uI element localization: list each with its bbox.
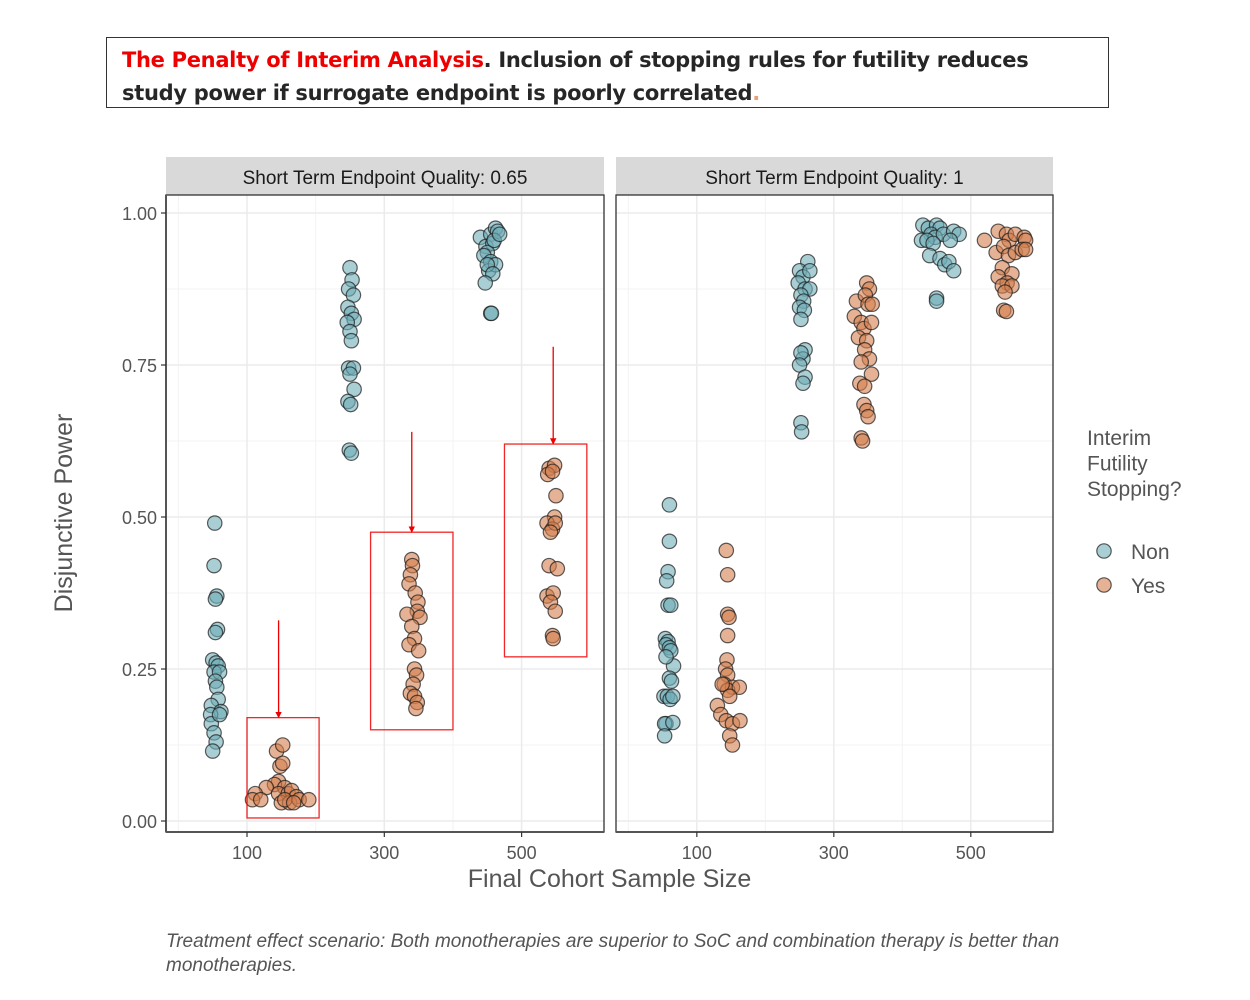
data-point-yes bbox=[863, 314, 880, 331]
data-point-yes bbox=[547, 603, 564, 620]
data-point-non bbox=[346, 381, 362, 398]
data-point-non bbox=[928, 293, 945, 309]
data-point-non bbox=[658, 573, 675, 589]
data-point-non bbox=[658, 649, 674, 665]
x-axis-title: Final Cohort Sample Size bbox=[468, 865, 751, 893]
data-point-yes bbox=[548, 487, 564, 504]
data-point-non bbox=[661, 533, 678, 550]
data-point-yes bbox=[408, 700, 424, 717]
x-tick-label: 100 bbox=[232, 843, 262, 863]
data-point-yes bbox=[300, 791, 317, 808]
data-point-non bbox=[945, 262, 962, 279]
highlight-box bbox=[503, 443, 588, 658]
data-point-non bbox=[477, 275, 494, 291]
highlight-box bbox=[246, 716, 320, 819]
legend-label: Non bbox=[1131, 541, 1170, 564]
legend-label: Yes bbox=[1131, 575, 1165, 598]
y-tick-label: 0.75 bbox=[122, 356, 157, 376]
caption: Treatment effect scenario: Both monother… bbox=[166, 931, 1060, 976]
data-point-non bbox=[483, 305, 500, 322]
data-point-non bbox=[662, 597, 679, 613]
data-point-yes bbox=[274, 737, 291, 753]
facet-strip bbox=[616, 157, 1053, 195]
data-point-non bbox=[665, 714, 681, 731]
data-point-yes bbox=[542, 524, 559, 540]
data-point-non bbox=[942, 232, 959, 249]
data-point-yes bbox=[544, 463, 561, 480]
legend-title: Interim bbox=[1087, 427, 1151, 450]
data-point-yes bbox=[860, 408, 876, 425]
facet-strip-label: Short Term Endpoint Quality: 0.65 bbox=[243, 168, 528, 189]
data-point-yes bbox=[998, 303, 1015, 320]
y-axis-title: Disjunctive Power bbox=[50, 414, 78, 613]
data-point-non bbox=[491, 226, 508, 243]
data-point-yes bbox=[719, 627, 736, 644]
data-point-yes bbox=[274, 755, 291, 772]
x-tick-label: 300 bbox=[819, 843, 849, 863]
title-end-dot: . bbox=[752, 81, 760, 105]
data-point-yes bbox=[856, 378, 873, 395]
x-tick-label: 100 bbox=[682, 843, 712, 863]
data-point-yes bbox=[252, 791, 269, 808]
data-point-non bbox=[795, 375, 811, 392]
data-point-yes bbox=[718, 542, 735, 559]
y-tick-label: 0.50 bbox=[122, 508, 157, 528]
data-point-yes bbox=[976, 232, 993, 249]
legend-key-yes bbox=[1096, 577, 1112, 593]
title-rest: . Inclusion of stopping rules for futili… bbox=[122, 48, 1029, 105]
data-point-yes bbox=[285, 794, 302, 811]
data-point-non bbox=[342, 396, 359, 413]
y-tick-label: 1.00 bbox=[122, 204, 157, 224]
data-point-non bbox=[207, 591, 224, 607]
facet-strip-label: Short Term Endpoint Quality: 1 bbox=[705, 168, 963, 189]
data-point-yes bbox=[1017, 241, 1034, 258]
data-point-yes bbox=[863, 366, 880, 382]
data-point-non bbox=[665, 688, 681, 705]
data-point-non bbox=[343, 445, 360, 461]
data-point-non bbox=[663, 673, 680, 689]
data-point-yes bbox=[719, 566, 736, 583]
data-point-non bbox=[211, 706, 228, 723]
data-point-yes bbox=[853, 354, 870, 370]
legend-title: Stopping? bbox=[1087, 478, 1182, 501]
data-point-non bbox=[342, 366, 358, 382]
data-point-yes bbox=[721, 688, 738, 705]
data-point-yes bbox=[410, 642, 427, 659]
data-point-yes bbox=[549, 560, 566, 577]
data-point-non bbox=[793, 311, 809, 328]
data-point-yes bbox=[721, 609, 737, 626]
data-point-non bbox=[802, 262, 818, 279]
data-point-non bbox=[661, 497, 678, 513]
data-point-non bbox=[204, 743, 221, 759]
y-tick-label: 0.00 bbox=[122, 812, 157, 832]
data-point-non bbox=[206, 515, 223, 531]
title-highlight: The Penalty of Interim Analysis bbox=[122, 48, 484, 72]
y-tick-label: 0.25 bbox=[122, 660, 157, 680]
data-point-non bbox=[793, 424, 810, 440]
data-point-yes bbox=[732, 712, 748, 729]
legend-title: Futility bbox=[1087, 453, 1148, 476]
x-tick-label: 500 bbox=[507, 843, 537, 863]
legend-key-non bbox=[1096, 543, 1112, 559]
data-point-yes bbox=[731, 679, 748, 696]
data-point-yes bbox=[997, 284, 1013, 300]
data-point-non bbox=[206, 557, 222, 574]
data-point-yes bbox=[545, 630, 561, 647]
data-point-yes bbox=[714, 676, 730, 692]
data-point-yes bbox=[724, 737, 741, 753]
data-point-yes bbox=[864, 296, 880, 312]
facet-strip bbox=[166, 157, 604, 195]
x-tick-label: 300 bbox=[369, 843, 399, 863]
title-box: The Penalty of Interim Analysis. Inclusi… bbox=[106, 37, 1109, 108]
data-point-non bbox=[656, 728, 673, 744]
x-tick-label: 500 bbox=[956, 843, 986, 863]
data-point-yes bbox=[854, 433, 871, 449]
data-point-non bbox=[207, 624, 224, 641]
data-point-non bbox=[343, 332, 360, 349]
